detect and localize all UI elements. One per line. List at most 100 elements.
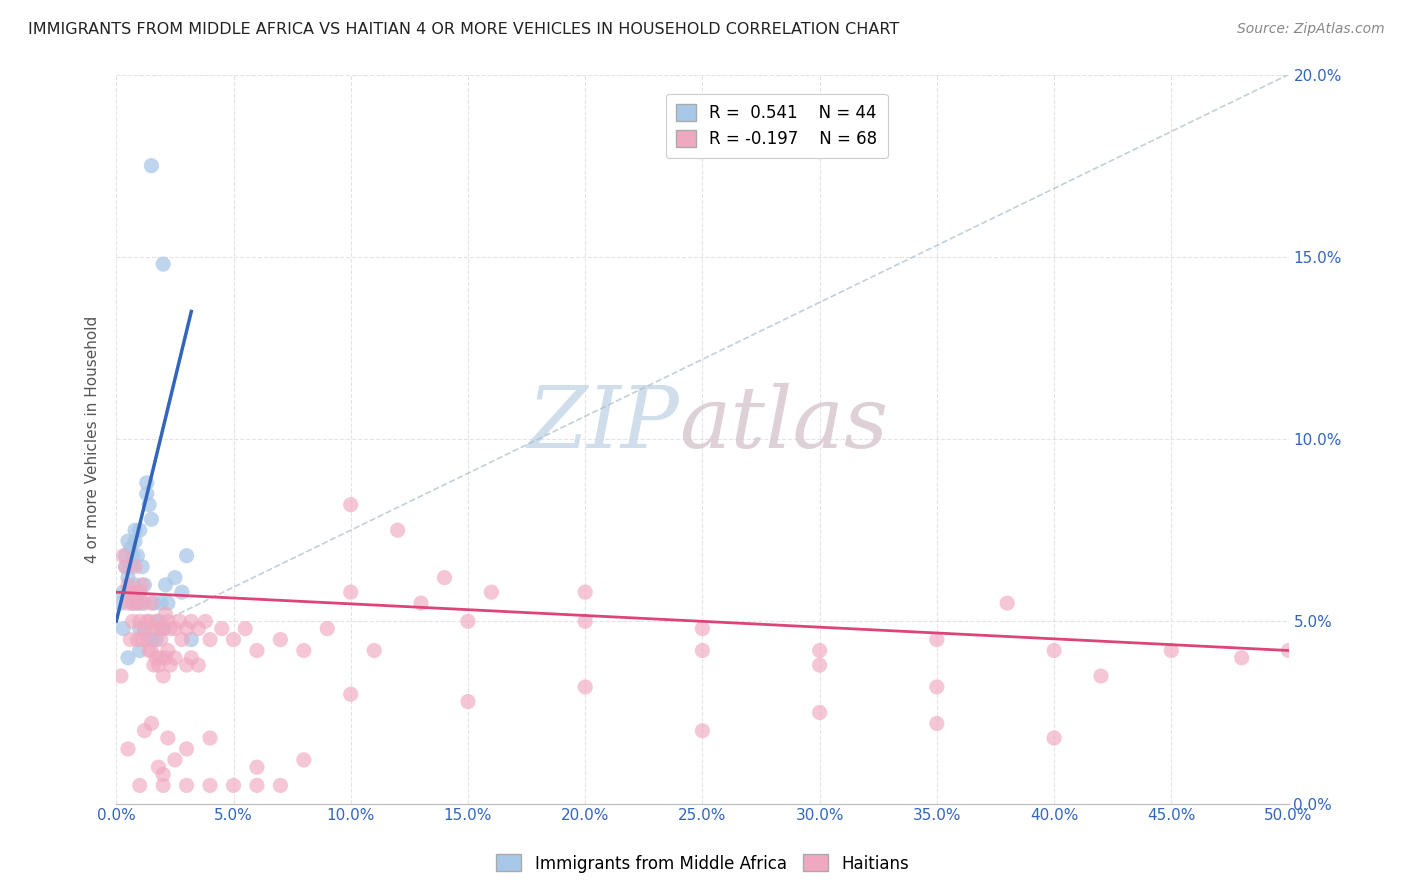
Point xyxy=(292,643,315,657)
Point xyxy=(222,632,245,647)
Point xyxy=(135,475,157,490)
Point xyxy=(925,716,948,731)
Point xyxy=(156,643,179,657)
Point xyxy=(117,534,139,549)
Point xyxy=(142,622,165,636)
Point xyxy=(134,723,156,738)
Point xyxy=(180,650,202,665)
Point xyxy=(117,650,139,665)
Point xyxy=(155,607,177,621)
Legend: R =  0.541    N = 44, R = -0.197    N = 68: R = 0.541 N = 44, R = -0.197 N = 68 xyxy=(666,94,887,159)
Point xyxy=(131,559,153,574)
Point xyxy=(808,706,831,720)
Point xyxy=(269,632,291,647)
Point xyxy=(692,643,714,657)
Point xyxy=(152,622,174,636)
Point xyxy=(176,622,198,636)
Point xyxy=(131,596,153,610)
Point xyxy=(176,658,198,673)
Point xyxy=(1277,643,1299,657)
Point xyxy=(339,585,361,599)
Point xyxy=(387,523,409,537)
Point xyxy=(176,778,198,792)
Point xyxy=(149,596,172,610)
Point xyxy=(187,622,209,636)
Point xyxy=(114,549,136,563)
Point xyxy=(128,523,150,537)
Point xyxy=(156,731,179,745)
Point xyxy=(170,585,193,599)
Point xyxy=(995,596,1018,610)
Text: atlas: atlas xyxy=(679,384,889,466)
Point xyxy=(117,742,139,756)
Point xyxy=(134,578,156,592)
Point xyxy=(138,498,160,512)
Point xyxy=(457,694,479,708)
Point xyxy=(120,541,142,556)
Point xyxy=(159,658,181,673)
Text: ZIP: ZIP xyxy=(527,384,679,466)
Point xyxy=(152,669,174,683)
Point xyxy=(1043,731,1066,745)
Point xyxy=(1160,643,1182,657)
Point xyxy=(152,622,174,636)
Point xyxy=(142,596,165,610)
Point xyxy=(145,650,167,665)
Point xyxy=(121,596,143,610)
Point xyxy=(574,585,596,599)
Point xyxy=(117,585,139,599)
Point xyxy=(134,622,156,636)
Point xyxy=(145,615,167,629)
Point xyxy=(127,632,149,647)
Point xyxy=(121,615,143,629)
Point xyxy=(170,632,193,647)
Point xyxy=(124,534,146,549)
Point xyxy=(1230,650,1253,665)
Point xyxy=(149,632,172,647)
Point xyxy=(187,658,209,673)
Point xyxy=(574,680,596,694)
Point xyxy=(246,760,269,774)
Point xyxy=(169,615,191,629)
Point xyxy=(269,778,291,792)
Point xyxy=(198,731,221,745)
Point xyxy=(156,615,179,629)
Point xyxy=(135,487,157,501)
Point xyxy=(808,658,831,673)
Point xyxy=(141,632,163,647)
Point xyxy=(141,512,163,526)
Point xyxy=(211,622,233,636)
Point xyxy=(142,658,165,673)
Point xyxy=(124,578,146,592)
Point xyxy=(925,680,948,694)
Point xyxy=(121,596,143,610)
Point xyxy=(138,643,160,657)
Point xyxy=(155,650,177,665)
Point xyxy=(163,753,186,767)
Point xyxy=(222,778,245,792)
Point xyxy=(134,596,156,610)
Point xyxy=(124,523,146,537)
Point xyxy=(135,632,157,647)
Point xyxy=(124,585,146,599)
Point xyxy=(128,615,150,629)
Point xyxy=(339,498,361,512)
Point xyxy=(114,559,136,574)
Point xyxy=(457,615,479,629)
Point xyxy=(1043,643,1066,657)
Point xyxy=(198,778,221,792)
Point xyxy=(925,632,948,647)
Point xyxy=(141,643,163,657)
Point xyxy=(152,767,174,781)
Point xyxy=(233,622,256,636)
Point xyxy=(131,632,153,647)
Point xyxy=(163,571,186,585)
Point xyxy=(141,159,163,173)
Point xyxy=(145,632,167,647)
Point xyxy=(176,549,198,563)
Point xyxy=(124,559,146,574)
Point xyxy=(292,753,315,767)
Point xyxy=(127,596,149,610)
Point xyxy=(112,622,135,636)
Point xyxy=(110,596,132,610)
